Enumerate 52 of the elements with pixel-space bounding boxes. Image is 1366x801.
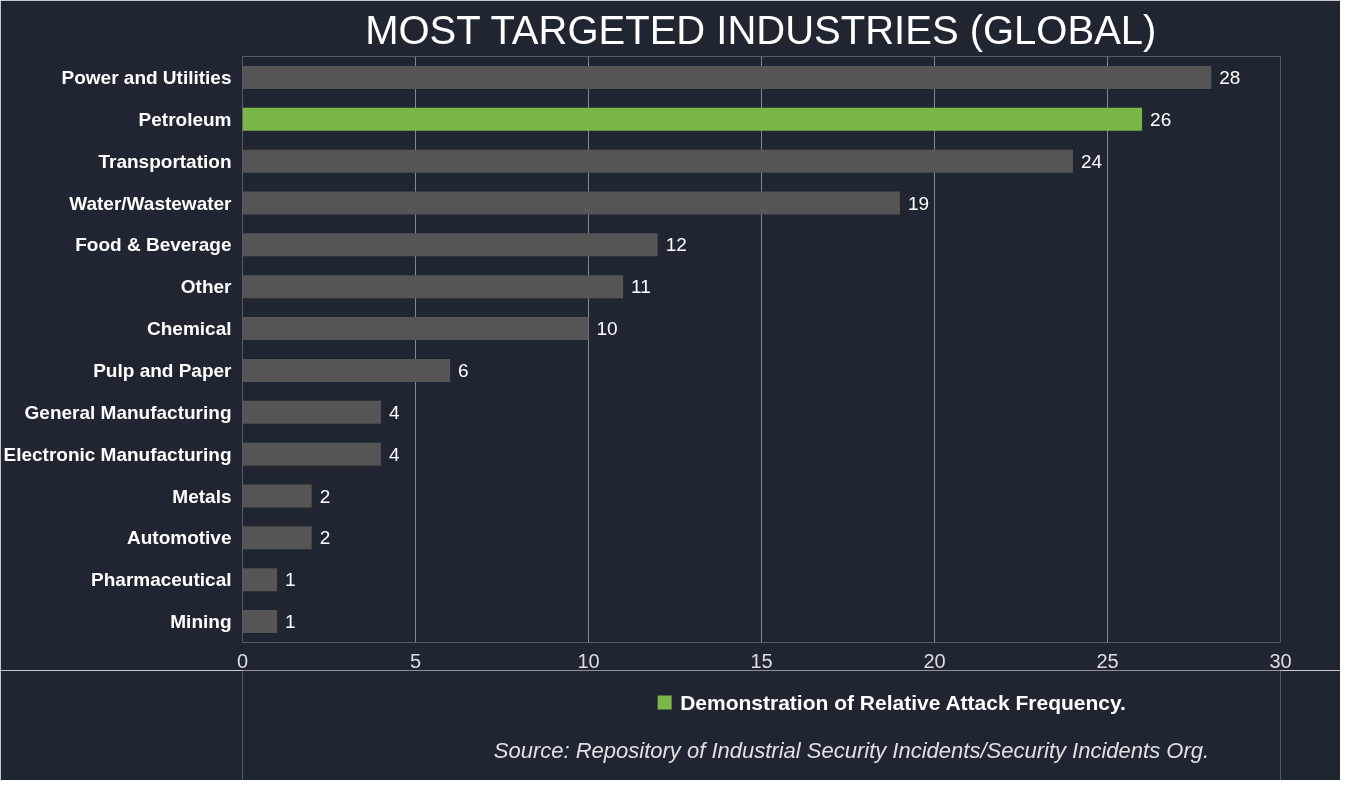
y-tick-label: Metals xyxy=(172,485,232,507)
bar xyxy=(242,65,1212,89)
bar xyxy=(242,610,278,634)
x-tick-label: 0 xyxy=(236,649,249,672)
data-label: 6 xyxy=(458,359,469,381)
bar xyxy=(242,149,1073,173)
data-label: 28 xyxy=(1219,66,1241,88)
y-tick-label: Water/Wastewater xyxy=(69,192,233,214)
data-label: 24 xyxy=(1080,150,1103,172)
chart-title: MOST TARGETED INDUSTRIES (GLOBAL) xyxy=(365,7,1157,52)
bar xyxy=(242,526,312,550)
x-tick-label: 10 xyxy=(577,649,600,672)
data-label: 4 xyxy=(388,443,400,465)
bar xyxy=(242,484,312,508)
data-label: 4 xyxy=(388,401,400,423)
y-tick-label: Mining xyxy=(170,611,232,633)
y-tick-label: Food & Beverage xyxy=(75,234,232,256)
data-label: 11 xyxy=(631,276,651,298)
data-label: 1 xyxy=(285,611,296,633)
bar xyxy=(242,191,900,215)
y-tick-label: Power and Utilities xyxy=(61,66,232,88)
data-label: 10 xyxy=(596,318,618,340)
y-tick-label: Pulp and Paper xyxy=(93,359,233,381)
bar xyxy=(242,107,1143,131)
y-tick-label: Chemical xyxy=(147,318,232,340)
y-tick-label: Automotive xyxy=(127,527,232,549)
data-label: 12 xyxy=(665,234,687,256)
y-tick-label: Petroleum xyxy=(138,108,232,130)
y-tick-label: Transportation xyxy=(98,150,232,172)
bar xyxy=(242,317,589,341)
data-label: 2 xyxy=(319,527,331,549)
bar xyxy=(242,442,381,466)
bar xyxy=(242,275,624,299)
x-tick-label: 25 xyxy=(1096,649,1119,672)
y-tick-label: Pharmaceutical xyxy=(91,569,232,591)
bar xyxy=(242,233,658,257)
y-tick-label: Electronic Manufacturing xyxy=(3,443,232,465)
bar xyxy=(242,400,381,424)
y-tick-label: Other xyxy=(180,276,233,298)
source-note: Source: Repository of Industrial Security Incidents/Security Incidents Org. xyxy=(493,738,1210,763)
data-label: 1 xyxy=(285,569,296,591)
y-tick-label: General Manufacturing xyxy=(24,401,232,423)
legend-label: Demonstration of Relative Attack Frequency. xyxy=(680,691,1126,714)
x-tick-label: 15 xyxy=(750,649,773,672)
data-label: 19 xyxy=(907,192,930,214)
data-label: 26 xyxy=(1150,108,1172,130)
bar xyxy=(242,568,278,592)
data-label: 2 xyxy=(319,485,331,507)
bar xyxy=(242,358,451,382)
x-tick-label: 20 xyxy=(923,649,946,672)
x-tick-label: 5 xyxy=(409,649,422,672)
x-tick-label: 30 xyxy=(1269,649,1292,672)
